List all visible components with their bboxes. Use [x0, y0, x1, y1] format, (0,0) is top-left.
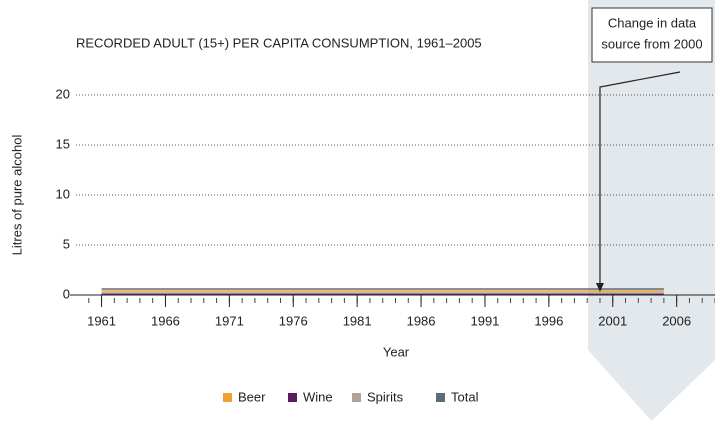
legend-swatch	[436, 393, 445, 402]
y-axis-label: Litres of pure alcohol	[9, 135, 24, 256]
x-tick-label: 1976	[279, 313, 308, 328]
data-source-shade	[587, 0, 715, 421]
chart-title: RECORDED ADULT (15+) PER CAPITA CONSUMPT…	[76, 35, 482, 50]
annotation-text: source from 2000	[601, 36, 702, 51]
y-tick-label: 10	[56, 186, 70, 201]
y-tick-label: 5	[63, 236, 70, 251]
legend-label: Total	[451, 389, 479, 404]
x-tick-label: 2001	[598, 313, 627, 328]
y-tick-label: 0	[63, 286, 70, 301]
x-tick-label: 1981	[343, 313, 372, 328]
legend-swatch	[223, 393, 232, 402]
annotation-arrowhead	[595, 283, 604, 292]
x-tick-label: 1961	[87, 313, 116, 328]
legend-label: Spirits	[367, 389, 404, 404]
x-tick-label: 1986	[407, 313, 436, 328]
x-tick-label: 1971	[215, 313, 244, 328]
legend-label: Beer	[238, 389, 266, 404]
x-tick-label: 1996	[534, 313, 563, 328]
legend-label: Wine	[303, 389, 333, 404]
legend-swatch	[288, 393, 297, 402]
annotation-arrow	[599, 71, 681, 285]
x-tick-label: 1966	[151, 313, 180, 328]
legend-swatch	[352, 393, 361, 402]
y-tick-label: 20	[56, 86, 70, 101]
x-tick-label: 2006	[662, 313, 691, 328]
shade-layer	[587, 0, 715, 421]
x-axis-label: Year	[383, 344, 410, 359]
y-tick-label: 15	[56, 136, 70, 151]
annotation-box	[591, 7, 713, 63]
annotation-text: Change in data	[608, 15, 697, 30]
x-tick-label: 1991	[470, 313, 499, 328]
